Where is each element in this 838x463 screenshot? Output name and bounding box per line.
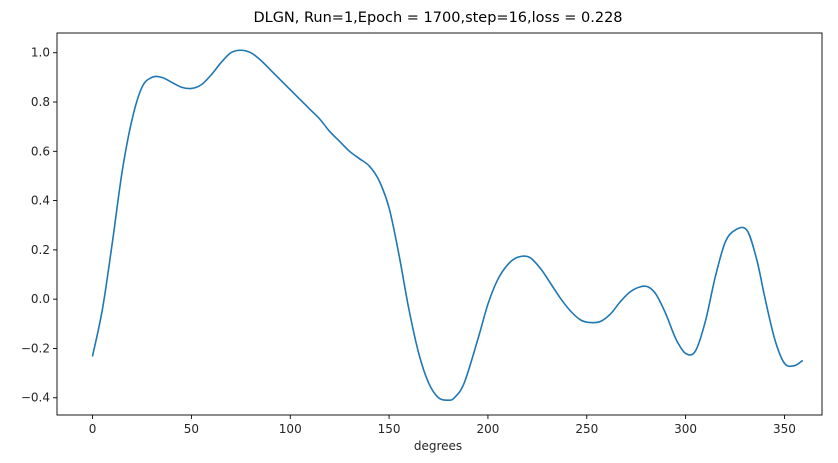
series-layer <box>91 49 804 402</box>
x-tick-label: 350 <box>773 422 796 436</box>
y-tick-label: 0.2 <box>31 243 50 257</box>
x-tick-label: 200 <box>476 422 499 436</box>
x-axis: 0 50 100 150 200 250 300 350 <box>89 415 796 436</box>
series-line-0 <box>91 49 804 402</box>
x-tick-label: 150 <box>378 422 401 436</box>
y-tick-label: −0.2 <box>21 341 50 355</box>
y-tick-label: 0.4 <box>31 194 50 208</box>
x-tick-label: 300 <box>674 422 697 436</box>
y-tick-label: 0.6 <box>31 144 50 158</box>
x-tick-label: 0 <box>89 422 97 436</box>
chart-title: DLGN, Run=1,Epoch = 1700,step=16,loss = … <box>253 10 622 26</box>
x-axis-label: degrees <box>414 439 462 453</box>
x-tick-label: 50 <box>184 422 199 436</box>
x-tick-label: 100 <box>279 422 302 436</box>
y-tick-label: 1.0 <box>31 46 50 60</box>
y-tick-label: 0.0 <box>31 292 50 306</box>
x-tick-label: 250 <box>575 422 598 436</box>
y-tick-label: −0.4 <box>21 391 50 405</box>
y-axis: −0.4 −0.2 0.0 0.2 0.4 0.6 0.8 1.0 <box>21 46 57 405</box>
plot-frame <box>56 32 823 416</box>
plot-area: −0.4 −0.2 0.0 0.2 0.4 0.6 0.8 1.0 0 50 100 150 200 2… <box>21 32 823 436</box>
y-tick-label: 0.8 <box>31 95 50 109</box>
